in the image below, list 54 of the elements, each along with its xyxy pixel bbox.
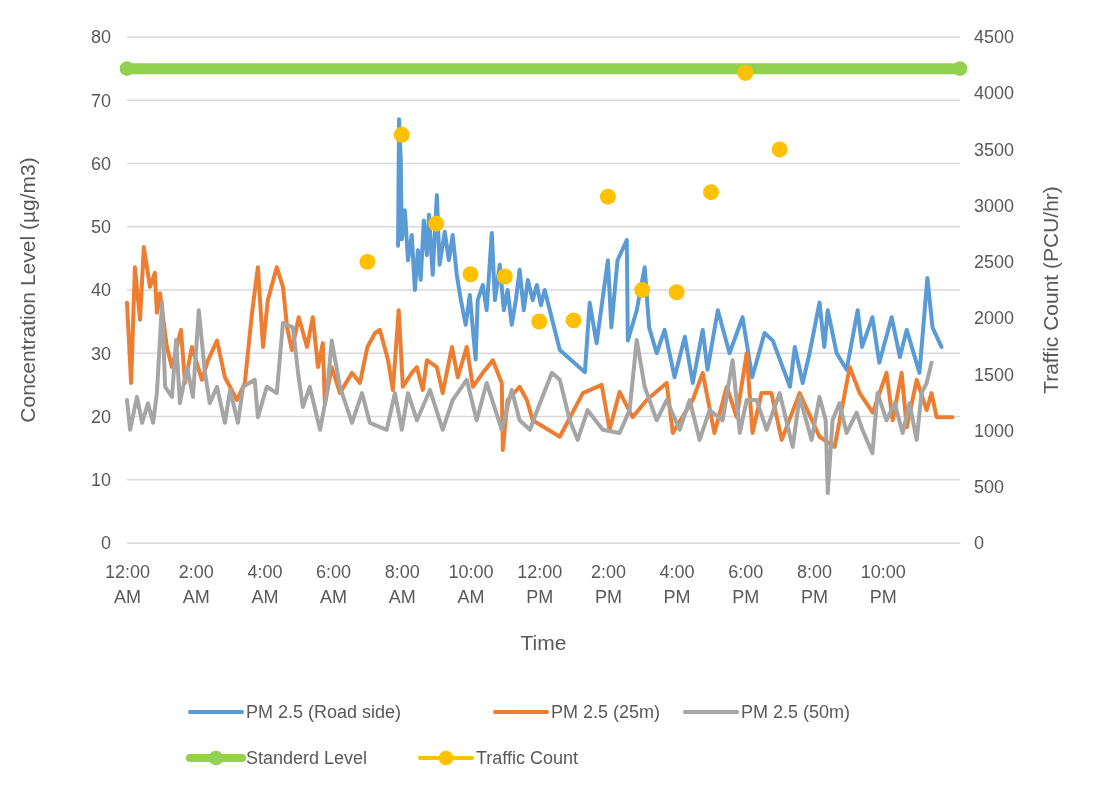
y-tick-label: 70 <box>90 90 111 111</box>
y-tick-label: 20 <box>90 406 111 427</box>
x-tick-label: 4:00 AM <box>247 561 283 607</box>
point <box>771 141 788 158</box>
y-tick-label: 30 <box>90 343 111 364</box>
point <box>737 65 754 81</box>
point <box>496 268 513 285</box>
y2-tick-label: 3000 <box>974 195 1015 216</box>
x-tick-label: 8:00 AM <box>384 561 420 607</box>
point <box>565 312 582 329</box>
legend-label: PM 2.5 (Road side) <box>246 702 402 723</box>
y-tick-label: 80 <box>90 27 111 48</box>
x-tick-label: 10:00 PM <box>860 561 906 607</box>
x-axis-title: Time <box>520 631 567 654</box>
x-tick-label: 6:00 AM <box>316 561 352 607</box>
x-tick-label: 6:00 PM <box>728 561 764 607</box>
x-tick-label: 2:00 PM <box>590 561 626 607</box>
point <box>702 184 719 201</box>
x-tick-label: 12:00 AM <box>104 561 151 607</box>
line-series <box>125 300 934 496</box>
x-tick-label: 4:00 PM <box>659 561 695 607</box>
y-tick-label: 50 <box>90 217 111 238</box>
point <box>462 266 479 283</box>
x-tick-label: 8:00 PM <box>796 561 833 607</box>
y2-tick-label: 500 <box>974 477 1005 498</box>
y2-tick-label: 0 <box>974 533 985 554</box>
y-tick-label: 10 <box>90 470 111 491</box>
y2-tick-label: 2500 <box>974 252 1015 273</box>
y2-tick-label: 3500 <box>974 139 1015 160</box>
x-tick-label: 12:00 PM <box>517 561 563 607</box>
legend-label: PM 2.5 (50m) <box>741 702 851 723</box>
x-tick-label: 2:00 AM <box>178 561 214 607</box>
y2-axis-title: Traffic Count (PCU/hr) <box>1039 186 1062 394</box>
y2-tick-label: 4500 <box>974 27 1015 48</box>
point <box>599 188 616 205</box>
y-axis-title: Concentration Level (µg/m3) <box>16 157 39 423</box>
line-series <box>396 117 944 389</box>
x-tick-label: 10:00 AM <box>448 561 494 607</box>
y-tick-label: 0 <box>100 533 111 554</box>
y-tick-label: 40 <box>90 280 111 301</box>
legend-label: Traffic Count <box>476 748 579 769</box>
point <box>393 126 410 143</box>
y-tick-label: 60 <box>90 153 111 174</box>
y2-tick-label: 4000 <box>974 83 1015 104</box>
legend-label: PM 2.5 (25m) <box>551 702 661 723</box>
point <box>634 282 651 298</box>
point <box>668 284 685 301</box>
point <box>359 253 376 270</box>
y2-tick-label: 1500 <box>974 364 1015 385</box>
point <box>428 215 445 232</box>
legend-label: Standerd Level <box>246 748 368 769</box>
y2-tick-label: 1000 <box>974 420 1015 441</box>
y2-tick-label: 2000 <box>974 308 1015 329</box>
point <box>531 313 548 330</box>
